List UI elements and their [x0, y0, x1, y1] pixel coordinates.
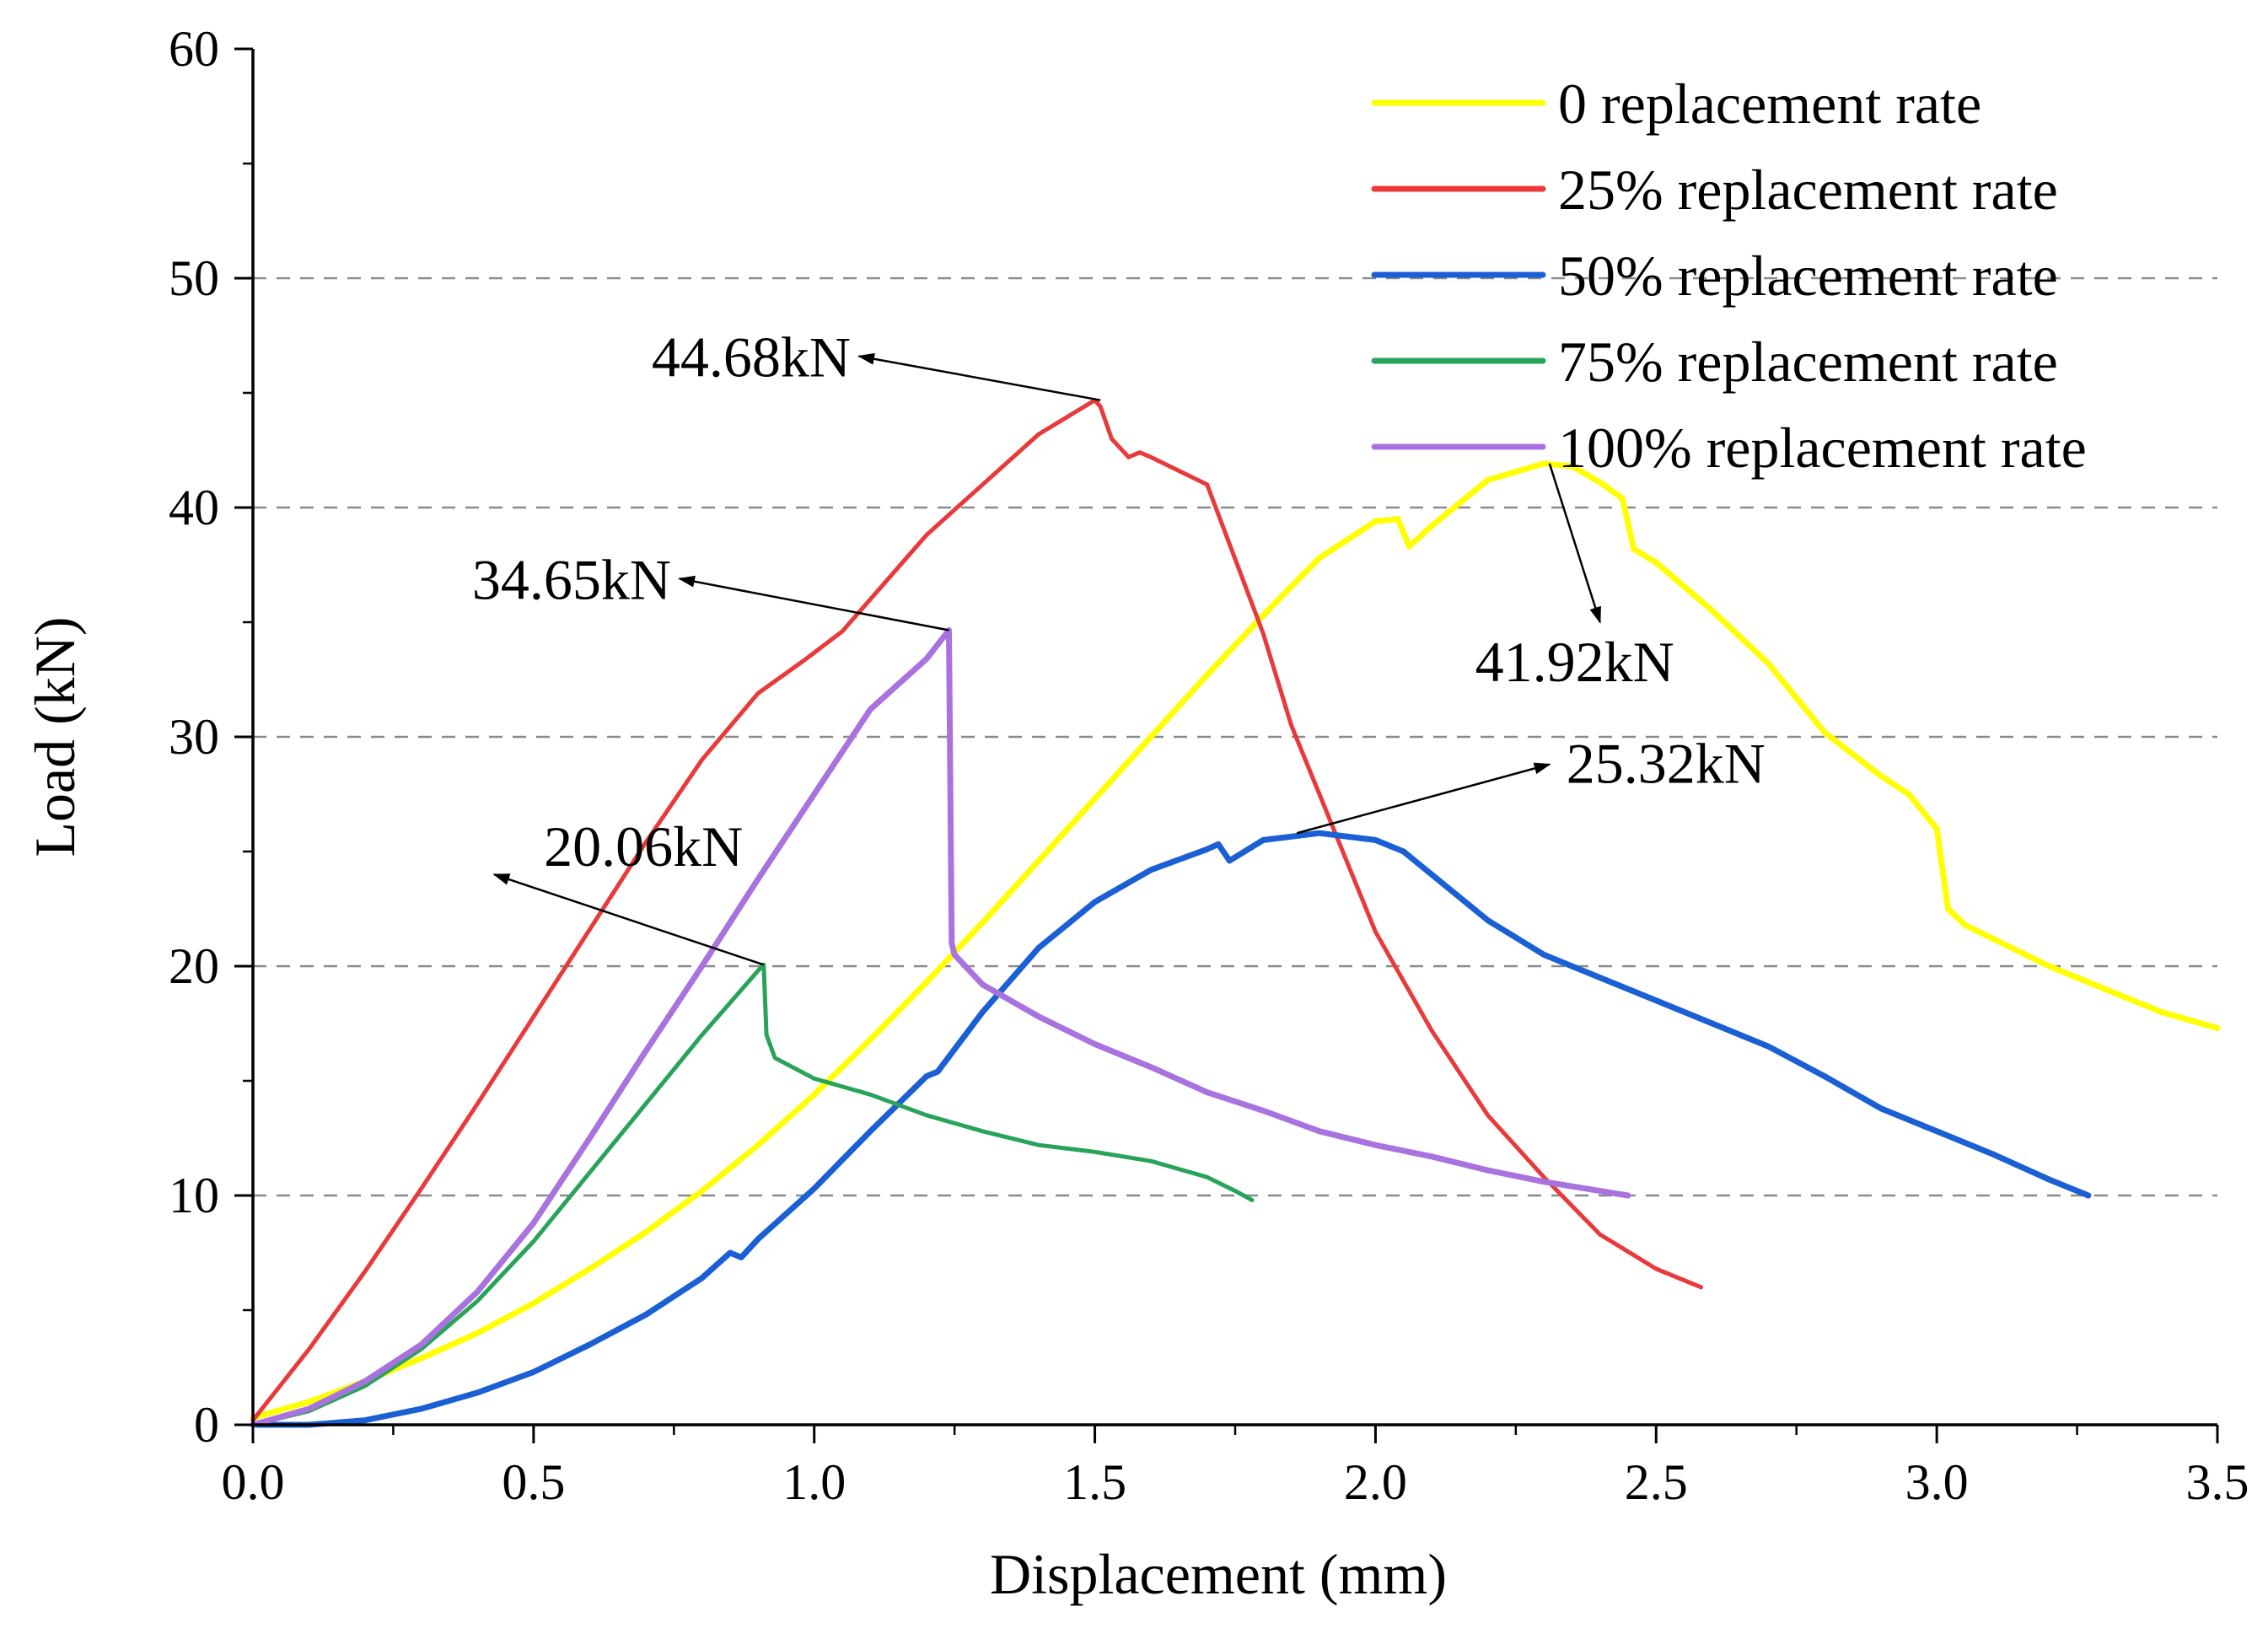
legend-label-1: 25% replacement rate [1558, 158, 2058, 222]
x-tick-label-4: 2.0 [1344, 1454, 1407, 1510]
annotation-arrow-2 [492, 873, 765, 966]
x-tick-label-3: 1.5 [1063, 1454, 1126, 1510]
legend-label-0: 0 replacement rate [1558, 72, 1981, 136]
gridlines [253, 277, 2217, 1197]
x-tick-label-2: 1.0 [782, 1454, 846, 1510]
y-tick-label-5: 50 [169, 250, 219, 306]
axes-layer: 0.0 0.5 1.0 1.5 2.0 2.5 3.0 3.5 0 10 20 30 40 50 60 Dis… [23, 21, 2249, 1606]
annotation-label-3: 41.92kN [1475, 630, 1674, 694]
annotation-arrow-4 [1296, 762, 1551, 835]
legend-label-3: 75% replacement rate [1558, 330, 2058, 394]
y-tick-label-6: 60 [169, 21, 219, 77]
series-line-2 [250, 830, 2092, 1428]
x-tick-label-7: 3.5 [2186, 1454, 2249, 1510]
y-axis-title: Load (kN) [23, 616, 87, 857]
y-tick-label-4: 40 [169, 480, 219, 535]
legend-label-4: 100% replacement rate [1558, 416, 2087, 480]
y-tick-label-2: 20 [169, 938, 219, 994]
annotation-label-0: 44.68kN [652, 325, 851, 389]
series-line-4 [250, 627, 1631, 1428]
legend-label-2: 50% replacement rate [1558, 244, 2058, 308]
y-tick-label-0: 0 [194, 1397, 219, 1453]
annotation-arrow-3 [1548, 463, 1601, 624]
annotation-arrow-1 [677, 575, 949, 631]
x-axis-title: Displacement (mm) [990, 1542, 1447, 1606]
legend: 0 replacement rate 25% replacement rate 50… [1371, 72, 2087, 480]
x-tick-label-0: 0.0 [222, 1454, 285, 1510]
annotation-label-2: 20.06kN [544, 814, 743, 878]
x-tick-label-1: 0.5 [502, 1454, 565, 1510]
series-line-0 [250, 460, 2221, 1421]
y-tick-label-3: 30 [169, 709, 219, 765]
series-line-3 [250, 962, 1255, 1427]
annotation-layer: 44.68kN 34.65kN 20.06kN 41.92kN 25.32kN [472, 325, 1765, 966]
x-tick-label-6: 3.0 [1905, 1454, 1969, 1510]
y-tick-label-1: 10 [169, 1168, 219, 1223]
x-tick-label-5: 2.5 [1625, 1454, 1688, 1510]
annotation-arrow-0 [857, 352, 1101, 401]
annotation-label-4: 25.32kN [1567, 732, 1765, 796]
annotation-label-1: 34.65kN [472, 547, 671, 611]
